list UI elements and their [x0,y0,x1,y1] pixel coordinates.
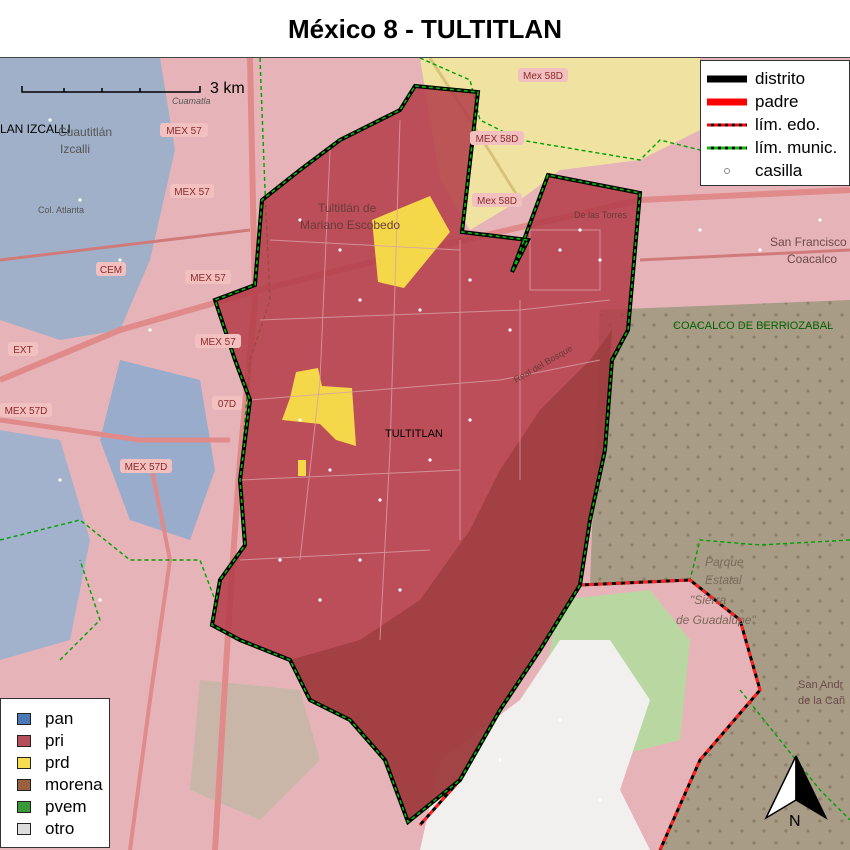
road-shield: MEX 57D [0,403,52,417]
svg-text:MEX 57: MEX 57 [190,273,226,284]
svg-text:Mex 58D: Mex 58D [477,196,517,207]
prd-area-north [420,58,700,230]
label-parque: de Guadalupe" [676,613,756,627]
morena-area[interactable] [290,330,612,822]
label-cuamatla: Cuamatla [172,96,211,106]
legend-item-lim-edo: lím. edo. [701,115,850,135]
label-cuautitlan-izcalli: Izcalli [60,142,90,156]
pan-area-southwest [0,430,90,660]
legend-item-pvem: pvem [1,797,111,817]
legend-item-padre: padre [701,92,850,112]
road-shields: MEX 57 MEX 57 MEX 57 MEX 57 MEX 57D MEX … [0,68,568,473]
road-shield: MEX 58D [470,131,524,145]
label-san-andres: San Andr [798,679,844,691]
label-tultitlan-escobedo: Mariano Escobedo [300,218,400,232]
sierra-guadalupe-forest [590,300,850,850]
svg-text:MEX 57D: MEX 57D [5,406,48,417]
line-sample-icon [707,123,747,127]
swatch-pan [17,713,31,725]
legend-item-morena: morena [1,775,111,795]
label-san-francisco: San Francisco [770,235,847,249]
swatch-pvem [17,801,31,813]
label-col-atlanta: Col. Atlanta [38,205,84,215]
map-canvas[interactable]: MEX 57 MEX 57 MEX 57 MEX 57 MEX 57D MEX … [0,58,850,850]
label-tultitlan-escobedo: Tultitlán de [318,201,377,215]
label-parque: Estatal [705,573,742,587]
svg-text:Mex 58D: Mex 58D [523,71,563,82]
line-sample-icon [707,98,747,106]
swatch-morena [17,779,31,791]
road-shield: MEX 57 [160,123,208,137]
label-coacalco: COACALCO DE BERRIOZABAL [673,320,833,332]
road-shield: MEX 57 [185,270,231,284]
casilla-dot-icon [724,168,730,174]
label-san-francisco: Coacalco [787,252,837,266]
svg-text:EXT: EXT [13,345,32,356]
pan-area-northwest [0,58,175,340]
legend-item-prd: prd [1,753,111,773]
swatch-pri [17,735,31,747]
line-legend: distrito padre lím. edo. lím. munic. cas… [700,60,850,186]
party-legend: pan pri prd morena pvem otro [0,698,110,848]
swatch-prd [17,757,31,769]
legend-item-pan: pan [1,709,111,729]
precinct-lines [239,119,611,641]
prd-precinct-small[interactable] [298,460,306,476]
svg-text:MEX 57: MEX 57 [200,337,236,348]
legend-item-otro: otro [1,819,111,839]
swatch-otro [17,823,31,835]
state-boundary-red [579,578,762,850]
district-outline-green [211,85,641,824]
pan-area-west [100,360,215,540]
svg-text:MEX 57D: MEX 57D [125,462,168,473]
road-shield: MEX 57 [195,334,241,348]
legend-item-distrito: distrito [701,69,850,89]
prd-precinct-west[interactable] [282,368,356,446]
casilla-points [48,118,822,802]
road-shield: CEM [96,262,126,276]
otro-area-south [420,640,650,850]
north-arrow: N [764,755,828,830]
label-de-las-torres: De las Torres [574,210,627,220]
road-shield: MEX 57D [120,459,172,473]
label-parque: Parque [705,555,744,569]
scale-bar-label: 3 km [210,80,245,97]
north-arrow-label: N [789,813,801,830]
legend-item-casilla: casilla [701,161,850,181]
road-shield: 07D [212,396,242,410]
road-shield: Mex 58D [472,193,522,207]
svg-text:CEM: CEM [100,265,122,276]
line-sample-icon [707,146,747,150]
svg-text:MEX 58D: MEX 58D [476,134,519,145]
svg-text:07D: 07D [218,399,236,410]
road-shield: Mex 58D [518,68,568,82]
legend-item-pri: pri [1,731,111,751]
prd-precinct-north[interactable] [372,196,450,288]
line-sample-icon [707,75,747,83]
scale-bar: 3 km [21,80,245,97]
label-izcalli: LAN IZCALLI [0,122,71,136]
svg-text:MEX 57: MEX 57 [166,126,202,137]
legend-item-lim-munic: lím. munic. [701,138,850,158]
road-shield: MEX 57 [170,184,214,198]
label-san-andres: de la Cañ [798,695,845,707]
road-shield: EXT [8,342,38,356]
map-title: México 8 - TULTITLAN [0,0,850,58]
label-cuautitlan-izcalli: Cuautitlán [58,125,112,139]
label-tultitlan: TULTITLAN [385,428,443,440]
label-parque: "Sierra [690,593,727,607]
svg-text:MEX 57: MEX 57 [174,187,210,198]
